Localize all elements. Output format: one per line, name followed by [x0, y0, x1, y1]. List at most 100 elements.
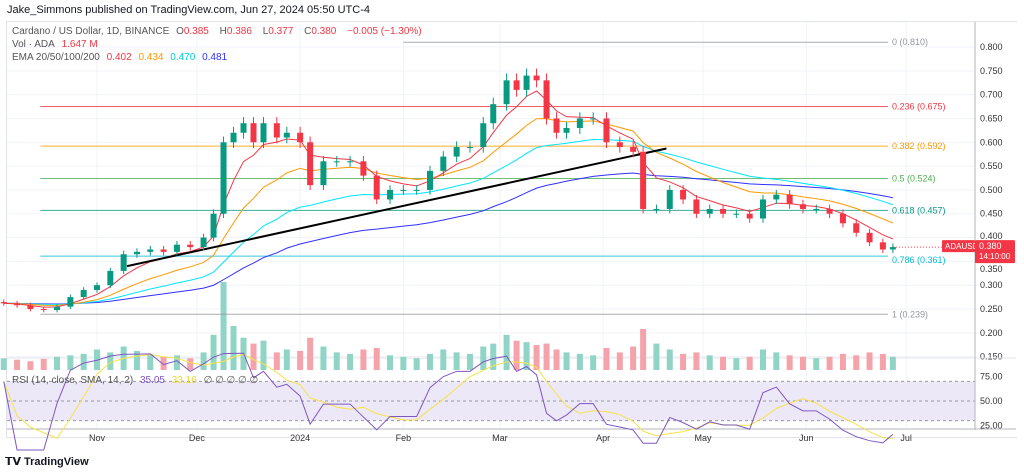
volume-bar [54, 356, 61, 370]
candle-body [720, 208, 727, 214]
volume-bar [603, 348, 610, 370]
candle-body [590, 118, 597, 120]
price-tick-label: 0.600 [980, 137, 1003, 147]
volume-bar [320, 346, 327, 370]
candle-body [576, 118, 583, 128]
candle-body [853, 223, 860, 233]
volume-bar [653, 343, 660, 370]
rsi-tick-label: 25.00 [980, 421, 1003, 431]
candle-body [513, 80, 520, 90]
candle-body [160, 249, 167, 252]
candle-body [563, 127, 570, 133]
open-label: O [176, 26, 184, 37]
time-tick-label: Feb [396, 433, 412, 443]
candle-body [693, 199, 700, 214]
candle-body [54, 306, 61, 310]
fib-level-label: 0 (0.810) [892, 37, 928, 47]
volume-value: 1.647 M [61, 39, 98, 50]
high-label: H [219, 26, 227, 37]
candle-body [553, 118, 560, 133]
price-tick-label: 0.200 [980, 328, 1003, 338]
change-value: −0.005 (−1.30%) [347, 26, 422, 37]
volume-bar [666, 349, 673, 370]
candle-body [297, 132, 304, 143]
candle-body [347, 161, 354, 163]
candle-body [773, 194, 780, 200]
price-tag [975, 240, 1015, 264]
candle-body [466, 147, 473, 149]
volume-bar [503, 334, 510, 370]
volume-bar [147, 353, 154, 370]
volume-bar [553, 349, 560, 370]
rsi-na-values: ∅ ∅ ∅ ∅ ∅ [203, 375, 259, 386]
price-tag-countdown: 14:10:00 [979, 252, 1011, 261]
rsi-tick-label: 50.00 [980, 396, 1003, 406]
volume-bar [746, 356, 753, 370]
chart-frame [6, 21, 1017, 438]
volume-bar [283, 349, 290, 370]
symbol-tag [942, 240, 975, 253]
volume-bar [720, 356, 727, 370]
price-tick-label: 0.650 [980, 113, 1003, 123]
candle-body [480, 123, 487, 148]
candle-body [320, 161, 327, 186]
fib-level-label: 0.236 (0.675) [892, 102, 946, 112]
volume-bar [413, 358, 420, 370]
volume-bar [839, 353, 846, 370]
candle-body [453, 147, 460, 157]
candle-body [187, 244, 194, 248]
volume-bar [630, 346, 637, 370]
price-tick-label: 0.150 [980, 352, 1003, 362]
candle-body [826, 208, 833, 214]
ema100-value: 0.470 [170, 52, 196, 63]
tradingview-logo[interactable]: 𝗧𝗩 TradingView [5, 455, 89, 468]
price-tick-label: 0.300 [980, 280, 1003, 290]
candle-body [273, 123, 280, 138]
time-tick-label: May [695, 433, 713, 443]
volume-bar [133, 350, 140, 370]
volume-bar [67, 355, 74, 370]
volume-bar [273, 352, 280, 370]
candle-body [120, 254, 127, 271]
candle-body [67, 297, 74, 307]
volume-bar [706, 355, 713, 370]
volume-bar [523, 342, 530, 370]
candle-body [616, 142, 623, 148]
candle-body [427, 170, 433, 190]
candle-body [27, 305, 34, 310]
candle-body [490, 104, 497, 124]
volume-bar [480, 346, 487, 370]
time-tick-label: 2024 [290, 433, 310, 443]
volume-bar [80, 353, 87, 370]
candle-body [173, 244, 180, 252]
fib-level-label: 0.618 (0.457) [892, 205, 946, 215]
volume-bar [297, 350, 304, 370]
candle-body [250, 123, 257, 143]
candle-body [40, 309, 47, 311]
time-tick-label: Nov [89, 433, 106, 443]
low-label: L [262, 26, 269, 37]
price-tick-label: 0.750 [980, 66, 1003, 76]
ema200-value: 0.481 [202, 52, 228, 63]
candle-body [200, 237, 207, 248]
volume-bar [693, 352, 700, 370]
volume-bar [427, 353, 433, 370]
candle-body [133, 251, 140, 255]
ema200-line [3, 172, 893, 305]
candle-body [889, 247, 896, 250]
volume-bar [453, 352, 460, 370]
volume-bar [773, 352, 780, 370]
ema50-value: 0.434 [138, 52, 164, 63]
candle-body [879, 242, 886, 250]
candle-body [503, 80, 510, 105]
tv-logo-icon: 𝗧𝗩 [5, 456, 22, 468]
volume-label: Vol · ADA [12, 39, 55, 50]
volume-bar [490, 343, 497, 370]
volume-bar [760, 349, 766, 370]
candle-body [680, 189, 687, 200]
volume-bar [260, 340, 267, 370]
volume-bar [27, 361, 34, 370]
time-tick-label: Dec [189, 433, 206, 443]
volume-bar [466, 353, 473, 370]
